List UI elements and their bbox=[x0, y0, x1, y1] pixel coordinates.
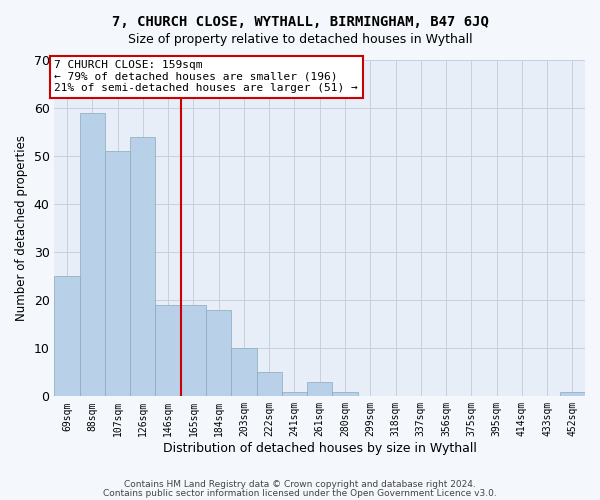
Y-axis label: Number of detached properties: Number of detached properties bbox=[15, 135, 28, 321]
Bar bbox=[332, 392, 358, 396]
Text: Size of property relative to detached houses in Wythall: Size of property relative to detached ho… bbox=[128, 32, 472, 46]
Bar bbox=[282, 392, 307, 396]
Bar bbox=[206, 310, 231, 396]
Bar bbox=[155, 305, 181, 396]
Bar bbox=[231, 348, 257, 397]
Text: 7, CHURCH CLOSE, WYTHALL, BIRMINGHAM, B47 6JQ: 7, CHURCH CLOSE, WYTHALL, BIRMINGHAM, B4… bbox=[112, 15, 488, 29]
Bar bbox=[130, 137, 155, 396]
Bar bbox=[105, 152, 130, 396]
Text: Contains HM Land Registry data © Crown copyright and database right 2024.: Contains HM Land Registry data © Crown c… bbox=[124, 480, 476, 489]
Bar bbox=[181, 305, 206, 396]
Bar bbox=[307, 382, 332, 396]
Text: Contains public sector information licensed under the Open Government Licence v3: Contains public sector information licen… bbox=[103, 489, 497, 498]
Bar bbox=[55, 276, 80, 396]
Text: 7 CHURCH CLOSE: 159sqm
← 79% of detached houses are smaller (196)
21% of semi-de: 7 CHURCH CLOSE: 159sqm ← 79% of detached… bbox=[55, 60, 358, 93]
Bar bbox=[560, 392, 585, 396]
Bar bbox=[257, 372, 282, 396]
Bar bbox=[80, 113, 105, 397]
X-axis label: Distribution of detached houses by size in Wythall: Distribution of detached houses by size … bbox=[163, 442, 476, 455]
